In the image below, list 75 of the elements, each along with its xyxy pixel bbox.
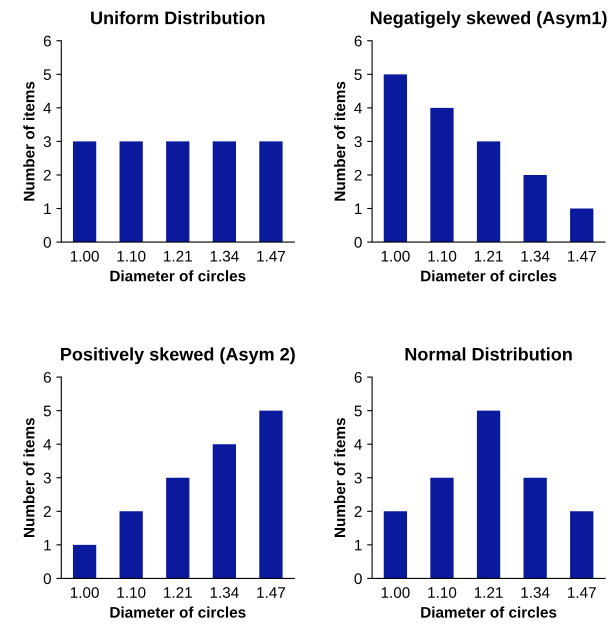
x-tick-label: 1.00	[70, 250, 99, 262]
y-tick-label: 6	[44, 372, 51, 383]
x-tick-label: 1.10	[428, 587, 456, 598]
x-tick-label: 1.21	[474, 250, 503, 262]
y-tick-label: 3	[354, 472, 362, 484]
bar	[476, 141, 500, 242]
x-tick-label: 1.10	[117, 250, 146, 262]
bar	[524, 478, 547, 578]
x-tick-label: 1.21	[164, 587, 192, 598]
x-tick-label: 1.00	[382, 250, 410, 262]
y-axis-title: Number of items	[334, 82, 346, 201]
bar	[166, 478, 190, 578]
y-tick-label: 1	[355, 540, 362, 550]
y-tick-label: 4	[354, 439, 362, 450]
chart-title: Uniform Distribution	[91, 11, 264, 24]
x-tick-label: 1.10	[428, 250, 456, 262]
x-tick-label: 1.47	[257, 250, 286, 262]
bar	[72, 544, 96, 578]
x-axis-title: Diameter of circles	[110, 606, 246, 618]
x-tick-label: 1.47	[568, 250, 596, 262]
y-tick-label: 2	[354, 170, 362, 180]
x-tick-label: 1.34	[210, 250, 239, 262]
bar	[259, 410, 283, 578]
y-tick-label: 0	[44, 573, 51, 584]
bar	[384, 511, 408, 578]
y-tick-label: 2	[354, 506, 362, 517]
x-tick-label: 1.21	[164, 250, 192, 262]
x-tick-label: 1.00	[382, 587, 410, 598]
bar	[430, 478, 454, 578]
y-tick-label: 0	[354, 236, 362, 248]
bar	[384, 74, 408, 242]
y-tick-label: 5	[354, 406, 362, 416]
y-tick-label: 1	[44, 204, 51, 214]
y-axis-title: Number of items	[23, 82, 35, 201]
chart-title: Positively skewed (Asym 2)	[61, 347, 295, 364]
bar	[430, 108, 454, 242]
x-tick-label: 1.10	[117, 587, 146, 598]
x-axis-title: Diameter of circles	[421, 606, 556, 618]
y-tick-label: 1	[44, 540, 51, 550]
bar	[524, 174, 547, 242]
x-tick-label: 1.21	[474, 587, 503, 598]
x-tick-label: 1.00	[70, 587, 99, 598]
y-tick-label: 3	[44, 472, 51, 484]
y-tick-label: 6	[354, 36, 362, 46]
y-tick-label: 1	[355, 204, 362, 214]
x-tick-label: 1.34	[521, 250, 550, 262]
x-tick-label: 1.47	[568, 587, 596, 598]
y-tick-label: 5	[354, 69, 362, 80]
y-tick-label: 0	[354, 573, 362, 584]
chart-title: Normal Distribution	[406, 347, 572, 361]
bar	[476, 410, 500, 578]
y-tick-label: 4	[354, 102, 362, 114]
y-tick-label: 3	[354, 136, 362, 148]
bar	[120, 511, 143, 578]
bar	[212, 444, 236, 578]
y-tick-label: 5	[44, 69, 51, 80]
y-tick-label: 4	[43, 102, 52, 114]
y-tick-label: 3	[44, 136, 51, 148]
y-tick-label: 4	[43, 439, 52, 450]
bar	[570, 208, 594, 242]
y-tick-label: 0	[44, 236, 51, 248]
x-axis-title: Diameter of circles	[110, 270, 246, 282]
y-tick-label: 2	[44, 170, 51, 180]
y-axis-title: Number of items	[334, 418, 346, 537]
x-tick-label: 1.34	[521, 587, 550, 598]
x-tick-label: 1.47	[257, 587, 286, 598]
bar	[570, 511, 594, 578]
y-tick-label: 6	[354, 372, 362, 383]
y-axis-title: Number of items	[23, 418, 35, 537]
y-tick-label: 6	[44, 36, 51, 46]
y-tick-label: 2	[44, 506, 51, 517]
x-tick-label: 1.34	[210, 587, 239, 598]
y-tick-label: 5	[44, 406, 51, 416]
x-axis-title: Diameter of circles	[421, 270, 556, 282]
chart-title: Negatigely skewed (Asym1)	[370, 11, 607, 28]
